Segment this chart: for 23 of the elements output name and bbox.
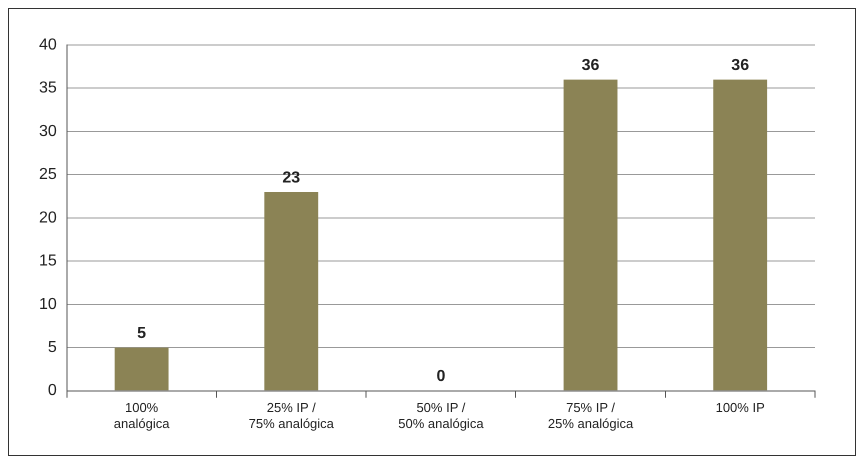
bar bbox=[564, 80, 618, 390]
x-tick-label: 100% IP bbox=[716, 400, 765, 416]
x-tick-label: 100% analógica bbox=[114, 400, 170, 431]
y-tick-label: 10 bbox=[39, 296, 57, 313]
data-label: 5 bbox=[137, 324, 146, 342]
data-label: 36 bbox=[731, 56, 750, 74]
data-label: 23 bbox=[282, 169, 300, 186]
bar bbox=[264, 192, 318, 390]
x-tick-label: 25% IP / 75% analógica bbox=[248, 400, 335, 431]
x-tick-label: 75% IP / 25% analógica bbox=[548, 400, 634, 431]
data-label: 0 bbox=[436, 368, 446, 386]
y-tick-label: 40 bbox=[39, 36, 57, 54]
y-tick-label: 35 bbox=[39, 80, 57, 97]
x-tick-label: 50% IP / 50% analógica bbox=[398, 400, 484, 431]
bar bbox=[114, 348, 169, 390]
y-tick-label: 15 bbox=[39, 252, 57, 270]
y-tick-label: 5 bbox=[48, 338, 57, 356]
y-tick-label: 30 bbox=[39, 122, 57, 140]
data-label: 36 bbox=[582, 56, 600, 74]
bar bbox=[713, 80, 768, 390]
y-tick-label: 0 bbox=[48, 382, 57, 400]
y-tick-label: 20 bbox=[39, 209, 57, 226]
y-tick-label: 25 bbox=[39, 166, 57, 184]
